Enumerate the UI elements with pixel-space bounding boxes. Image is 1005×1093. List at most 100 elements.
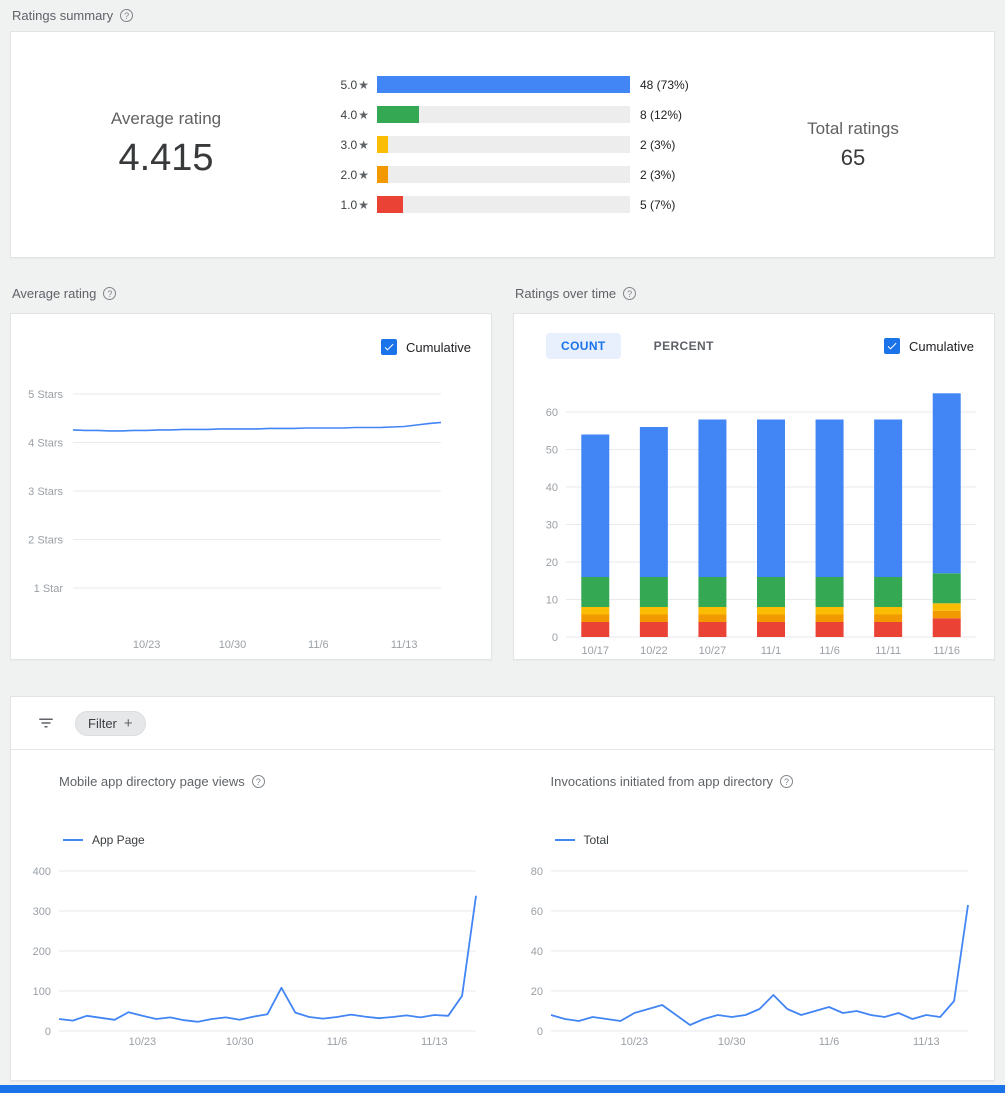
average-rating-chart-title: Average rating ? xyxy=(12,286,492,301)
rating-bar-fill xyxy=(377,106,420,123)
svg-text:10: 10 xyxy=(546,595,558,607)
svg-text:11/11: 11/11 xyxy=(875,645,901,657)
svg-text:11/13: 11/13 xyxy=(912,1036,939,1048)
legend-line-icon xyxy=(63,838,83,842)
rating-bar-track xyxy=(377,76,630,93)
tab-count[interactable]: COUNT xyxy=(546,333,621,359)
average-rating-chart-title-label: Average rating xyxy=(12,286,97,301)
average-rating-card: Cumulative 5 Stars 4 Stars 3 Stars 2 Stars 1… xyxy=(10,313,492,660)
plus-icon: + xyxy=(123,714,133,732)
ratings-over-time-chart-title: Ratings over time ? xyxy=(515,286,995,301)
rating-bar-track xyxy=(377,136,630,153)
svg-text:80: 80 xyxy=(530,866,542,878)
middle-cards-row: Cumulative 5 Stars 4 Stars 3 Stars 2 Stars 1… xyxy=(10,313,995,660)
ratings-summary-label: Ratings summary xyxy=(12,8,114,23)
svg-text:10/22: 10/22 xyxy=(640,645,668,657)
ratings-over-time-card: COUNT PERCENT Cumulative 0 10 20 30 40 50 60 10… xyxy=(513,313,995,660)
svg-text:0: 0 xyxy=(536,1026,542,1038)
page-views-legend-label: App Page xyxy=(92,833,145,847)
average-rating-label: Average rating xyxy=(110,109,222,128)
help-icon[interactable]: ? xyxy=(120,9,134,22)
average-rating-block: Average rating 4.415 xyxy=(11,109,321,180)
svg-text:100: 100 xyxy=(33,986,51,998)
svg-text:40: 40 xyxy=(530,946,542,958)
star-label: 3.0★ xyxy=(340,137,369,152)
invocations-title-label: Invocations initiated from app directory xyxy=(550,774,774,789)
star-icon: ★ xyxy=(358,137,369,152)
svg-text:11/6: 11/6 xyxy=(818,1036,839,1048)
svg-text:200: 200 xyxy=(33,946,51,958)
invocations-legend: Total xyxy=(554,833,995,847)
star-label: 1.0★ xyxy=(340,197,369,212)
invocations-legend-label: Total xyxy=(583,833,609,847)
svg-text:3 Stars: 3 Stars xyxy=(28,486,63,498)
svg-text:40: 40 xyxy=(546,482,558,494)
svg-text:10/23: 10/23 xyxy=(133,639,161,651)
svg-text:5 Stars: 5 Stars xyxy=(28,389,63,401)
svg-text:11/6: 11/6 xyxy=(308,639,329,651)
rating-bar-track xyxy=(377,196,630,213)
rating-bar-track xyxy=(377,166,630,183)
svg-text:20: 20 xyxy=(530,986,542,998)
page-views-chart-title: Mobile app directory page views ? xyxy=(59,774,503,789)
rating-count-label: 2 (3%) xyxy=(640,167,676,182)
svg-text:2 Stars: 2 Stars xyxy=(28,535,63,547)
svg-text:10/30: 10/30 xyxy=(219,639,247,651)
filter-label: Filter xyxy=(88,715,117,731)
filter-list-icon[interactable] xyxy=(37,714,55,732)
svg-text:0: 0 xyxy=(552,632,558,644)
svg-text:10/23: 10/23 xyxy=(129,1036,157,1048)
svg-text:4 Stars: 4 Stars xyxy=(28,438,63,450)
total-ratings-block: Total ratings 65 xyxy=(712,119,994,171)
rating-distribution-row: 5.0★ 48 (73%) xyxy=(321,70,712,100)
directory-charts-row: Mobile app directory page views ? App Pa… xyxy=(11,750,994,1057)
rating-count-label: 48 (73%) xyxy=(640,77,689,92)
cumulative-checkbox[interactable]: Cumulative xyxy=(380,339,471,355)
rating-bar-fill xyxy=(377,136,388,153)
total-ratings-label: Total ratings xyxy=(807,118,899,138)
svg-text:11/13: 11/13 xyxy=(391,639,418,651)
middle-section-titles: Average rating ? Ratings over time ? xyxy=(10,286,995,301)
rating-count-label: 5 (7%) xyxy=(640,197,676,212)
total-ratings-value: 65 xyxy=(840,144,866,170)
invocations-column: Invocations initiated from app directory… xyxy=(503,774,995,1057)
invocations-line-chart: 0 20 40 60 80 10/23 10/30 11/6 11/13 xyxy=(530,866,969,1048)
star-icon: ★ xyxy=(358,197,369,212)
page-views-title-label: Mobile app directory page views xyxy=(59,774,245,789)
invocations-chart-title: Invocations initiated from app directory… xyxy=(551,774,995,789)
svg-text:10/17: 10/17 xyxy=(582,645,610,657)
rating-bar-track xyxy=(377,106,630,123)
svg-text:10/30: 10/30 xyxy=(717,1036,745,1048)
svg-text:20: 20 xyxy=(546,557,558,569)
bottom-blue-bar xyxy=(0,1085,1005,1093)
ratings-over-time-bar-chart: 0 10 20 30 40 50 60 10/17 10/22 10/27 11/1 11/6 11/1… xyxy=(546,393,976,657)
rating-count-label: 2 (3%) xyxy=(640,137,676,152)
help-icon[interactable]: ? xyxy=(103,287,117,300)
cumulative-label: Cumulative xyxy=(908,338,974,354)
rating-distribution-row: 4.0★ 8 (12%) xyxy=(321,100,712,130)
star-label: 4.0★ xyxy=(340,107,369,122)
svg-text:11/1: 11/1 xyxy=(761,645,782,657)
help-icon[interactable]: ? xyxy=(780,775,794,788)
average-rating-value: 4.415 xyxy=(118,137,214,179)
help-icon[interactable]: ? xyxy=(623,287,637,300)
rating-bar-fill xyxy=(377,196,404,213)
directory-metrics-card: Filter + Mobile app directory page views… xyxy=(10,696,995,1081)
checkbox-checked-icon xyxy=(883,338,900,354)
help-icon[interactable]: ? xyxy=(251,775,265,788)
ratings-over-time-title-label: Ratings over time xyxy=(515,286,617,301)
cumulative-checkbox[interactable]: Cumulative xyxy=(883,338,974,354)
rating-distribution-row: 3.0★ 2 (3%) xyxy=(321,130,712,160)
page-views-legend: App Page xyxy=(63,833,503,847)
rating-bar-fill xyxy=(377,166,388,183)
tab-percent[interactable]: PERCENT xyxy=(653,339,714,353)
svg-text:10/23: 10/23 xyxy=(620,1036,648,1048)
svg-text:10/30: 10/30 xyxy=(226,1036,254,1048)
filter-chip[interactable]: Filter + xyxy=(75,710,146,736)
svg-text:400: 400 xyxy=(33,866,51,878)
svg-text:50: 50 xyxy=(546,445,558,457)
checkbox-checked-icon xyxy=(380,339,397,355)
rating-distribution-row: 1.0★ 5 (7%) xyxy=(321,190,712,220)
cumulative-label: Cumulative xyxy=(405,339,471,355)
